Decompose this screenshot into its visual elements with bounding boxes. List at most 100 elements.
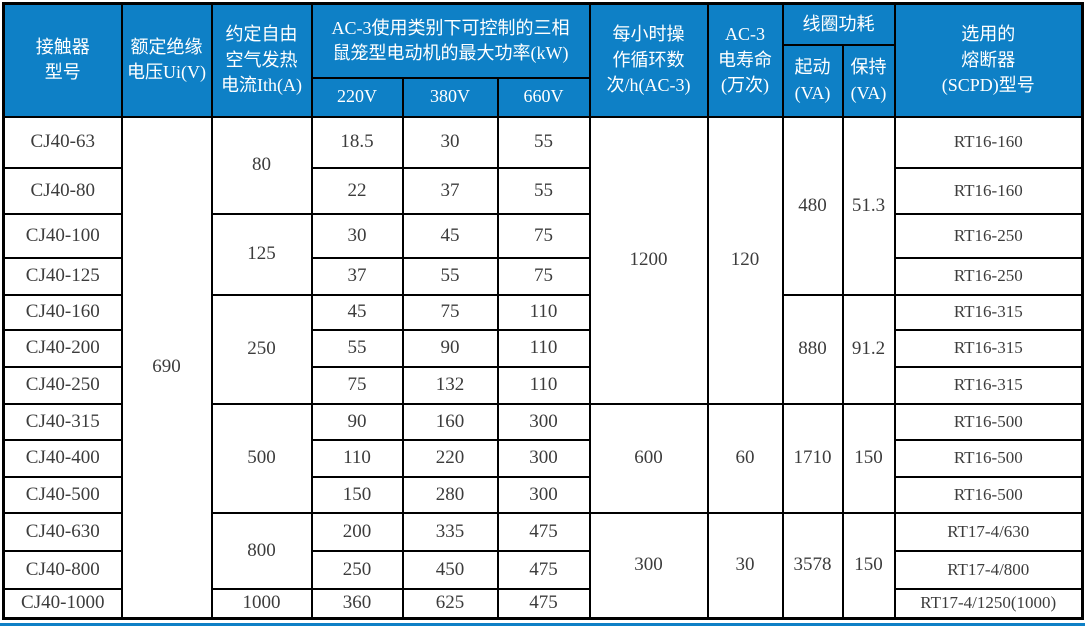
cell-model: CJ40-160 [2, 293, 123, 331]
cell-model: CJ40-80 [2, 166, 123, 215]
header-electrical-life: AC-3 电寿命 (万次) [706, 2, 784, 118]
cell-coil-start: 880 [781, 293, 844, 405]
cell-model: CJ40-800 [2, 549, 123, 590]
cell-power-660v: 75 [496, 212, 591, 259]
cell-power-380v: 132 [401, 365, 499, 405]
table-body: CJ40-63 690 80 18.5 30 55 1200 120 480 5… [2, 115, 1084, 620]
header-conventional-thermal-current: 约定自由 空气发热 电流Ith(A) [210, 2, 313, 118]
cell-power-380v: 450 [401, 549, 499, 590]
cell-power-220v: 22 [310, 166, 404, 215]
cell-rated-voltage: 690 [120, 115, 213, 620]
cell-coil-hold: 51.3 [841, 115, 896, 296]
cell-fuse-model: RT17-4/630 [893, 511, 1084, 552]
header-operating-cycles-per-hour: 每小时操 作循环数 次/h(AC-3) [588, 2, 709, 118]
table-header: 接触器 型号 额定绝缘 电压Ui(V) 约定自由 空气发热 电流Ith(A) A… [2, 2, 1084, 118]
cell-power-220v: 360 [310, 587, 404, 620]
cell-model: CJ40-250 [2, 365, 123, 405]
table-row: CJ40-80 22 37 55 RT16-160 [2, 166, 1084, 215]
cell-power-380v: 45 [401, 212, 499, 259]
cell-ith: 500 [210, 402, 313, 514]
cell-power-380v: 160 [401, 402, 499, 441]
cell-power-660v: 300 [496, 402, 591, 441]
header-rated-insulation-voltage: 额定绝缘 电压Ui(V) [120, 2, 213, 118]
cell-model: CJ40-400 [2, 438, 123, 478]
table-row: CJ40-500 150 280 300 RT16-500 [2, 475, 1084, 514]
cell-power-220v: 45 [310, 293, 404, 331]
header-contactor-model: 接触器 型号 [2, 2, 123, 118]
cell-fuse-model: RT16-160 [893, 115, 1084, 169]
cell-power-660v: 110 [496, 293, 591, 331]
cell-power-220v: 55 [310, 328, 404, 368]
cell-model: CJ40-63 [2, 115, 123, 169]
table-row: CJ40-200 55 90 110 RT16-315 [2, 328, 1084, 368]
cell-electrical-life: 120 [706, 115, 784, 405]
cell-ith: 800 [210, 511, 313, 590]
table-row: CJ40-125 37 55 75 RT16-250 [2, 256, 1084, 296]
cell-power-660v: 300 [496, 438, 591, 478]
cell-ith: 1000 [210, 587, 313, 620]
header-220v: 220V [310, 76, 404, 118]
table-row: CJ40-800 250 450 475 RT17-4/800 [2, 549, 1084, 590]
cell-model: CJ40-630 [2, 511, 123, 552]
table-row: CJ40-315 500 90 160 300 600 60 1710 150 … [2, 402, 1084, 514]
cell-fuse-model: RT16-315 [893, 293, 1084, 331]
cell-power-660v: 110 [496, 328, 591, 368]
cell-coil-start: 3578 [781, 511, 844, 620]
cell-model: CJ40-315 [2, 402, 123, 441]
cell-power-220v: 75 [310, 365, 404, 405]
cell-model: CJ40-100 [2, 212, 123, 259]
cell-power-380v: 30 [401, 115, 499, 169]
cell-electrical-life: 30 [706, 511, 784, 620]
cell-fuse-model: RT17-4/800 [893, 549, 1084, 590]
cell-power-660v: 75 [496, 256, 591, 296]
cell-fuse-model: RT16-315 [893, 365, 1084, 405]
cell-power-380v: 220 [401, 438, 499, 478]
cell-fuse-model: RT16-315 [893, 328, 1084, 368]
cell-power-380v: 55 [401, 256, 499, 296]
cell-ith: 80 [210, 115, 313, 215]
cell-power-380v: 75 [401, 293, 499, 331]
table-row: CJ40-160 250 45 75 110 880 91.2 RT16-315 [2, 293, 1084, 405]
table-row: CJ40-100 125 30 45 75 RT16-250 [2, 212, 1084, 296]
cell-coil-start: 1710 [781, 402, 844, 514]
cell-model: CJ40-1000 [2, 587, 123, 620]
table-row: CJ40-400 110 220 300 RT16-500 [2, 438, 1084, 478]
cell-power-660v: 475 [496, 511, 591, 552]
header-ac3-max-power-group: AC-3使用类别下可控制的三相 鼠笼型电动机的最大功率(kW) [310, 2, 591, 79]
cell-ith: 250 [210, 293, 313, 405]
header-fuse-model: 选用的 熔断器 (SCPD)型号 [893, 2, 1084, 118]
cell-ops-cycles: 1200 [588, 115, 709, 405]
cell-power-220v: 150 [310, 475, 404, 514]
cell-model: CJ40-500 [2, 475, 123, 514]
cell-power-220v: 200 [310, 511, 404, 552]
cell-model: CJ40-200 [2, 328, 123, 368]
cell-power-220v: 250 [310, 549, 404, 590]
cell-model: CJ40-125 [2, 256, 123, 296]
cell-fuse-model: RT16-160 [893, 166, 1084, 215]
table-row: CJ40-250 75 132 110 RT16-315 [2, 365, 1084, 405]
cell-electrical-life: 60 [706, 402, 784, 514]
header-380v: 380V [401, 76, 499, 118]
cell-power-220v: 30 [310, 212, 404, 259]
cell-fuse-model: RT16-500 [893, 475, 1084, 514]
cell-power-660v: 300 [496, 475, 591, 514]
cell-ith: 125 [210, 212, 313, 296]
cell-power-660v: 475 [496, 587, 591, 620]
cell-coil-hold: 150 [841, 402, 896, 514]
bottom-accent-bar [0, 623, 1085, 626]
table-row: CJ40-1000 1000 360 625 475 RT17-4/1250(1… [2, 587, 1084, 620]
cell-power-380v: 280 [401, 475, 499, 514]
cell-fuse-model: RT16-250 [893, 256, 1084, 296]
cell-power-380v: 335 [401, 511, 499, 552]
cell-power-380v: 90 [401, 328, 499, 368]
cell-fuse-model: RT16-500 [893, 402, 1084, 441]
cell-power-220v: 18.5 [310, 115, 404, 169]
cell-fuse-model: RT16-500 [893, 438, 1084, 478]
cell-power-380v: 37 [401, 166, 499, 215]
table-row: CJ40-630 800 200 335 475 300 30 3578 150… [2, 511, 1084, 620]
table-row: CJ40-63 690 80 18.5 30 55 1200 120 480 5… [2, 115, 1084, 620]
cell-fuse-model: RT16-250 [893, 212, 1084, 259]
cell-coil-hold: 150 [841, 511, 896, 620]
